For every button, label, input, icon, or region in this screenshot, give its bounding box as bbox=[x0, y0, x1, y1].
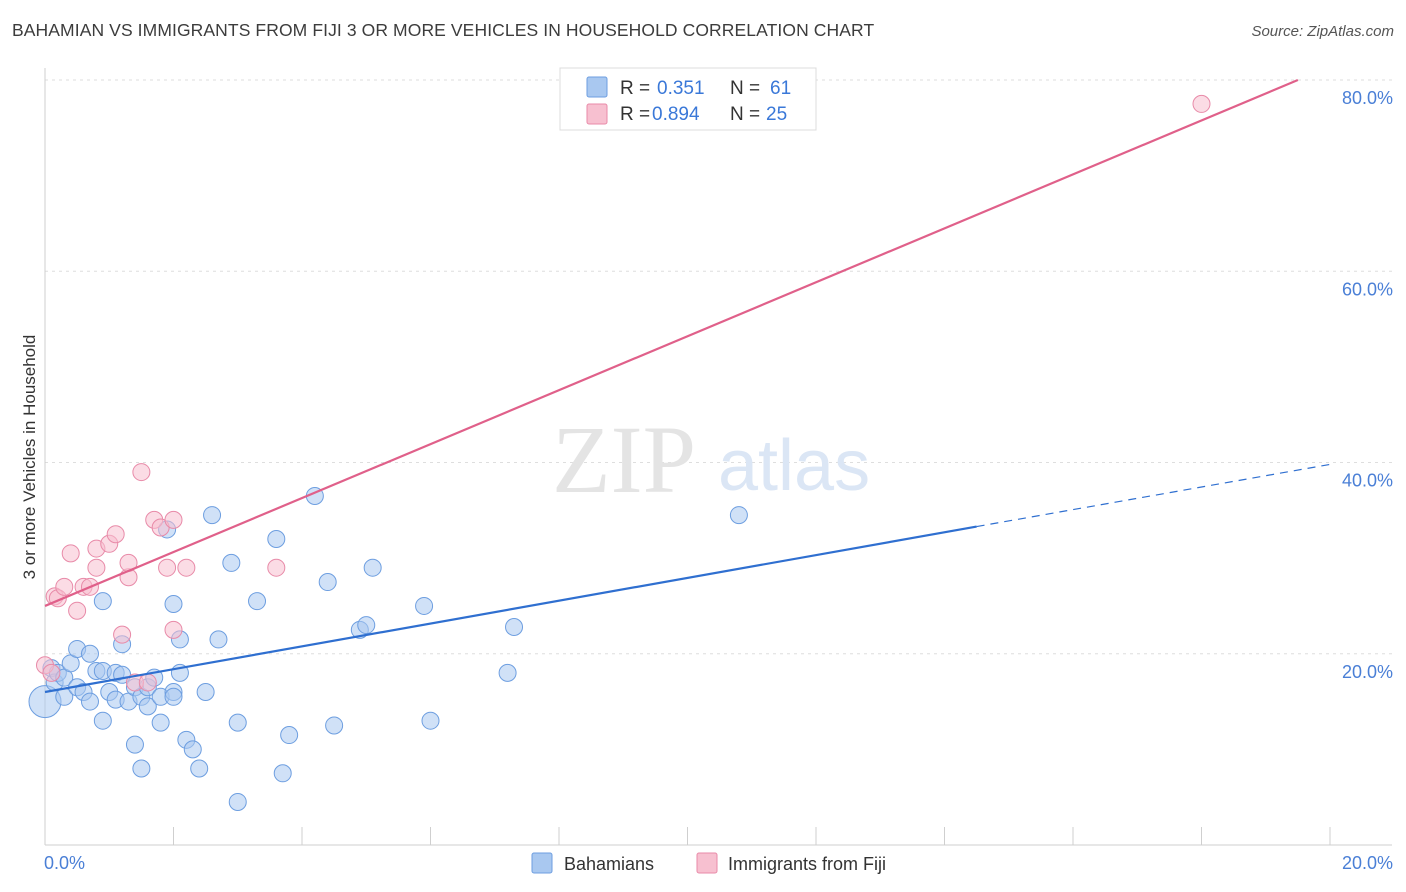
point-bahamians bbox=[280, 726, 299, 745]
point-fiji bbox=[113, 625, 132, 644]
point-bahamians bbox=[196, 683, 215, 701]
y-tick-label: 60.0% bbox=[1342, 279, 1393, 299]
bottom-legend-label: Bahamians bbox=[564, 854, 654, 874]
point-bahamians bbox=[273, 764, 292, 783]
y-tick-label: 80.0% bbox=[1342, 88, 1393, 108]
point-bahamians bbox=[267, 530, 286, 548]
point-fiji bbox=[87, 558, 106, 577]
grid-layer bbox=[45, 79, 1392, 655]
trend-layer bbox=[44, 78, 1331, 694]
point-bahamians bbox=[209, 630, 228, 649]
point-bahamians bbox=[228, 713, 247, 732]
point-fiji bbox=[1192, 94, 1211, 113]
watermark: ZIP atlas bbox=[552, 406, 870, 513]
point-bahamians bbox=[138, 697, 157, 716]
point-bahamians bbox=[248, 592, 267, 611]
x-tick-label: 0.0% bbox=[44, 853, 85, 873]
point-fiji bbox=[138, 673, 157, 692]
point-bahamians bbox=[729, 506, 748, 525]
point-bahamians bbox=[228, 792, 247, 811]
point-bahamians bbox=[498, 663, 517, 682]
y-tick-label: 20.0% bbox=[1342, 662, 1393, 682]
source-credit: Source: ZipAtlas.com bbox=[1251, 23, 1394, 40]
point-bahamians bbox=[318, 573, 337, 592]
legend-n-value: 25 bbox=[766, 104, 787, 125]
point-fiji bbox=[106, 525, 125, 544]
point-bahamians bbox=[421, 711, 440, 730]
point-bahamians bbox=[164, 595, 183, 614]
point-bahamians bbox=[363, 558, 382, 577]
legend-n-label: N = bbox=[730, 78, 760, 99]
legend-r-value: 0.894 bbox=[652, 104, 700, 125]
x-tick-label: 20.0% bbox=[1342, 853, 1393, 873]
watermark-zip: ZIP bbox=[552, 406, 696, 513]
point-bahamians bbox=[80, 644, 99, 663]
point-bahamians bbox=[132, 759, 151, 778]
bottom-legend-swatch-fiji bbox=[696, 852, 718, 874]
chart-title: BAHAMIAN VS IMMIGRANTS FROM FIJI 3 OR MO… bbox=[12, 20, 875, 40]
point-bahamians bbox=[357, 616, 376, 635]
point-bahamians bbox=[151, 713, 170, 732]
legend-swatch-fiji bbox=[586, 103, 608, 125]
bottom-legend-swatch-bahamians bbox=[531, 852, 553, 874]
bottom-legend-label: Immigrants from Fiji bbox=[728, 854, 886, 874]
point-bahamians bbox=[505, 617, 524, 636]
trend-line-fiji bbox=[44, 78, 1299, 607]
y-tick-label: 40.0% bbox=[1342, 471, 1393, 491]
point-bahamians bbox=[203, 506, 222, 525]
legend-n-value: 61 bbox=[770, 78, 791, 99]
point-bahamians bbox=[415, 596, 434, 615]
point-bahamians bbox=[164, 687, 183, 706]
y-axis-label: 3 or more Vehicles in Household bbox=[20, 335, 39, 580]
legend-r-label: R = bbox=[620, 104, 650, 125]
trend-line-bahamians-extension bbox=[976, 463, 1331, 528]
point-fiji bbox=[68, 601, 87, 620]
point-bahamians bbox=[93, 711, 112, 730]
point-fiji bbox=[42, 663, 61, 682]
legend-swatch-bahamians bbox=[586, 76, 608, 98]
point-fiji bbox=[132, 463, 151, 482]
point-bahamians bbox=[125, 735, 144, 754]
watermark-atlas: atlas bbox=[718, 426, 870, 506]
point-fiji bbox=[61, 544, 80, 563]
legend-r-label: R = bbox=[620, 78, 650, 99]
bottom-legend: Bahamians Immigrants from Fiji bbox=[531, 852, 886, 874]
trend-line-bahamians bbox=[44, 525, 977, 694]
point-bahamians bbox=[93, 592, 112, 611]
point-bahamians bbox=[183, 740, 202, 759]
point-fiji bbox=[158, 558, 177, 577]
point-fiji bbox=[55, 577, 74, 596]
points-layer bbox=[28, 94, 1211, 811]
point-bahamians bbox=[222, 553, 241, 572]
point-fiji bbox=[267, 558, 286, 577]
point-bahamians bbox=[325, 716, 344, 735]
point-bahamians bbox=[80, 692, 99, 711]
point-fiji bbox=[177, 558, 196, 577]
legend-r-value: 0.351 bbox=[657, 78, 705, 99]
point-fiji bbox=[164, 510, 183, 529]
tick-label-layer: 20.0% 40.0% 60.0% 80.0% 0.0% 20.0% bbox=[44, 88, 1393, 873]
legend: R = 0.351 N = 61 R = 0.894 N = 25 bbox=[559, 67, 817, 131]
legend-n-label: N = bbox=[730, 104, 760, 125]
point-fiji bbox=[164, 620, 183, 639]
point-bahamians bbox=[190, 759, 209, 778]
